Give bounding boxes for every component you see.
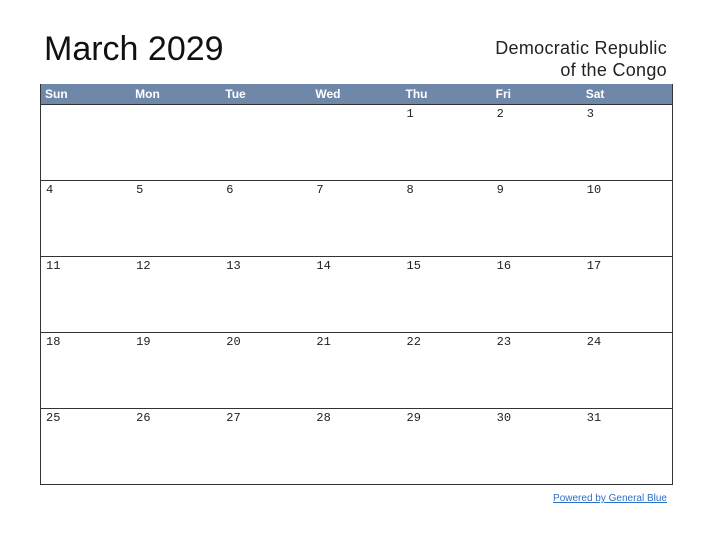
weekday: Mon (135, 87, 160, 101)
weekday: Sat (585, 87, 605, 101)
day-cell: 22 (406, 335, 421, 349)
day-cell: 17 (586, 259, 602, 273)
day-cell: 31 (586, 411, 602, 425)
day-cell: 21 (316, 335, 331, 349)
weekday: Tue (225, 87, 246, 101)
day-cell: 27 (226, 411, 241, 425)
week-row: 25 26 27 28 29 30 31 (41, 408, 672, 484)
day-cell: 15 (406, 259, 421, 273)
region-line: Democratic Republic (495, 38, 667, 58)
week-row: 11 12 13 14 15 16 17 (41, 256, 672, 332)
day-cell: 10 (586, 183, 602, 197)
day-cell: 16 (496, 259, 512, 273)
weekday-header: Sun Mon Tue Wed Thu Fri Sat (41, 84, 672, 104)
calendar-grid: Sun Mon Tue Wed Thu Fri Sat 1 2 3 4 5 6 7 8 9 10 11 12 13 14… (40, 84, 673, 485)
day-cell: 23 (496, 335, 512, 349)
day-cell: 12 (136, 259, 151, 273)
region: Democratic Republic of the Congo (495, 37, 667, 81)
day-cell: 3 (586, 107, 594, 121)
day-cell (41, 105, 131, 180)
day-cell: 28 (316, 411, 331, 425)
week-row: 1 2 3 (41, 104, 672, 180)
day-cell (131, 105, 221, 180)
day-cell: 24 (586, 335, 602, 349)
day-cell: 26 (136, 411, 151, 425)
day-cell: 13 (226, 259, 241, 273)
weekday: Thu (405, 87, 428, 101)
day-cell: 1 (406, 107, 414, 121)
day-cell: 20 (226, 335, 241, 349)
day-cell: 8 (406, 183, 414, 197)
title: March 2029 (44, 30, 224, 68)
week-row: 18 19 20 21 22 23 24 (41, 332, 672, 408)
day-cell: 19 (136, 335, 151, 349)
region-line: of the Congo (560, 60, 667, 80)
day-cell: 7 (316, 183, 324, 197)
day-cell: 2 (496, 107, 504, 121)
day-cell: 9 (496, 183, 504, 197)
weekday: Fri (495, 87, 511, 101)
day-cell: 29 (406, 411, 421, 425)
weekday: Wed (315, 87, 341, 101)
day-cell: 4 (46, 183, 54, 197)
day-cell: 11 (46, 259, 61, 273)
day-cell: 5 (136, 183, 144, 197)
day-cell (311, 105, 401, 180)
day-cell: 30 (496, 411, 512, 425)
day-cell: 6 (226, 183, 234, 197)
week-row: 4 5 6 7 8 9 10 (41, 180, 672, 256)
day-cell: 18 (46, 335, 61, 349)
day-cell: 25 (46, 411, 61, 425)
footer-link[interactable]: Powered by General Blue (553, 493, 667, 504)
weekday: Sun (45, 87, 68, 101)
day-cell (221, 105, 311, 180)
day-cell: 14 (316, 259, 331, 273)
